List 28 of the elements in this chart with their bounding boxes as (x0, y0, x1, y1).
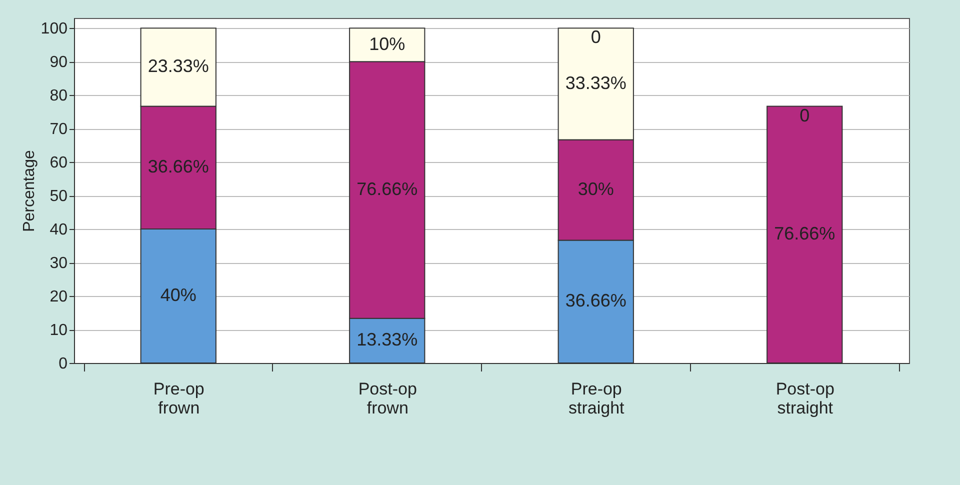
y-tick-label: 40 (50, 222, 68, 239)
data-label: 30% (578, 178, 614, 199)
y-tick-label: 100 (40, 20, 68, 38)
y-tick-label: 0 (58, 356, 68, 372)
data-label: 0 (590, 27, 601, 48)
data-label: 23.33% (148, 56, 209, 76)
data-label: 76.66% (356, 178, 418, 199)
y-tick-label: 80 (50, 88, 68, 105)
y-tick-label: 70 (50, 121, 68, 138)
x-tick-label: Pre-op straight (568, 380, 625, 418)
data-label: 33.33% (565, 72, 626, 93)
data-label: 13.33% (356, 330, 418, 350)
data-label: 10% (369, 34, 406, 54)
x-tick-label: Pre-op frown (153, 380, 204, 418)
x-tick-label: Post-op straight (776, 380, 834, 418)
data-label: 0 (800, 105, 810, 126)
y-tick-label: 90 (50, 54, 68, 72)
data-label: 36.66% (565, 290, 626, 311)
y-tick-label: 10 (50, 322, 68, 340)
data-label: 40% (160, 285, 196, 306)
y-axis-title: Percentage (20, 150, 38, 232)
y-tick-label: 60 (50, 154, 68, 172)
y-tick-label: 20 (50, 288, 68, 306)
y-tick-label: 50 (50, 188, 68, 206)
data-label: 36.66% (148, 156, 209, 177)
y-tick-label: 30 (50, 255, 68, 272)
data-label: 76.66% (774, 224, 836, 244)
x-tick-label: Post-op frown (358, 380, 417, 418)
